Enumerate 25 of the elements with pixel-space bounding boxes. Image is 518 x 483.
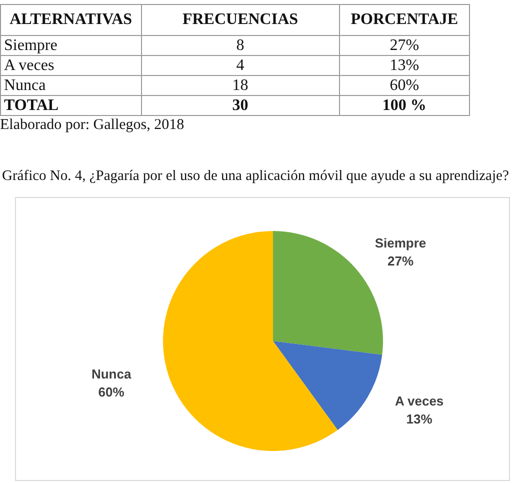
text: ALTERNATIVAS	[0, 4, 142, 36]
text: Elaborado por: Gallegos, 2018	[0, 117, 186, 134]
data-label: 60%	[98, 384, 125, 400]
data-label: 27%	[388, 253, 414, 268]
category-label: Nunca	[0, 76, 142, 96]
data-label: 4	[141, 56, 340, 76]
data-label: 30	[141, 96, 340, 116]
chart-title: Gráfico No. 4, ¿Pagaría por el uso de una aplicación móvil que ayude a su aprendizaje?	[1, 168, 510, 185]
pie-slice	[163, 231, 338, 451]
data-label: 60%	[339, 76, 470, 96]
data-label: 100 %	[339, 96, 470, 116]
data-label: 8	[141, 36, 340, 56]
pie-slice	[273, 341, 382, 430]
data-label: 13%	[406, 411, 433, 426]
category-label: Siempre	[0, 36, 142, 56]
data-label: 18	[141, 76, 340, 96]
category-label: TOTAL	[0, 96, 142, 116]
category-label: A veces	[0, 56, 142, 76]
slice-label: A veces	[394, 393, 444, 408]
slice-label: Nunca	[91, 366, 132, 382]
text: FRECUENCIAS	[141, 4, 340, 36]
slice-label: Siempre	[374, 235, 426, 250]
data-label: 27%	[339, 36, 470, 56]
text: PORCENTAJE	[339, 4, 470, 36]
data-label: 13%	[339, 56, 470, 76]
